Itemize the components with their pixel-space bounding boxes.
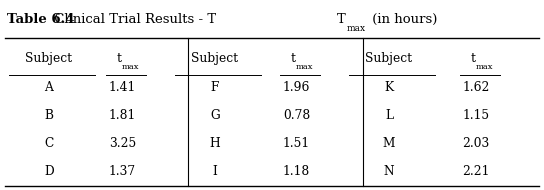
Text: Clinical Trial Results - T: Clinical Trial Results - T	[50, 13, 216, 26]
Text: t: t	[291, 52, 296, 65]
Text: 2.03: 2.03	[462, 137, 490, 150]
Text: L: L	[385, 109, 393, 122]
Text: 1.81: 1.81	[109, 109, 136, 122]
Text: 1.18: 1.18	[283, 165, 310, 178]
Text: t: t	[117, 52, 122, 65]
Text: max: max	[475, 63, 493, 71]
Text: max: max	[122, 63, 139, 71]
Text: max: max	[347, 24, 366, 33]
Text: D: D	[44, 165, 54, 178]
Text: (in hours): (in hours)	[368, 13, 437, 26]
Text: A: A	[45, 81, 53, 94]
Text: 1.96: 1.96	[283, 81, 310, 94]
Text: T: T	[337, 13, 346, 26]
Text: G: G	[210, 109, 220, 122]
Text: 2.21: 2.21	[462, 165, 490, 178]
Text: t: t	[471, 52, 475, 65]
Text: F: F	[211, 81, 219, 94]
Text: Subject: Subject	[366, 52, 412, 65]
Text: 0.78: 0.78	[283, 109, 310, 122]
Text: C: C	[44, 137, 54, 150]
Text: H: H	[209, 137, 220, 150]
Text: Subject: Subject	[26, 52, 72, 65]
Text: I: I	[213, 165, 217, 178]
Text: 1.15: 1.15	[462, 109, 490, 122]
Text: 3.25: 3.25	[109, 137, 136, 150]
Text: max: max	[296, 63, 313, 71]
Text: 1.51: 1.51	[283, 137, 310, 150]
Text: 1.37: 1.37	[109, 165, 136, 178]
Text: K: K	[385, 81, 393, 94]
Text: M: M	[383, 137, 395, 150]
Text: 1.41: 1.41	[109, 81, 136, 94]
Text: 1.62: 1.62	[462, 81, 490, 94]
Text: Subject: Subject	[191, 52, 238, 65]
Text: N: N	[384, 165, 394, 178]
Text: B: B	[45, 109, 53, 122]
Text: Table 6.4: Table 6.4	[7, 13, 74, 26]
